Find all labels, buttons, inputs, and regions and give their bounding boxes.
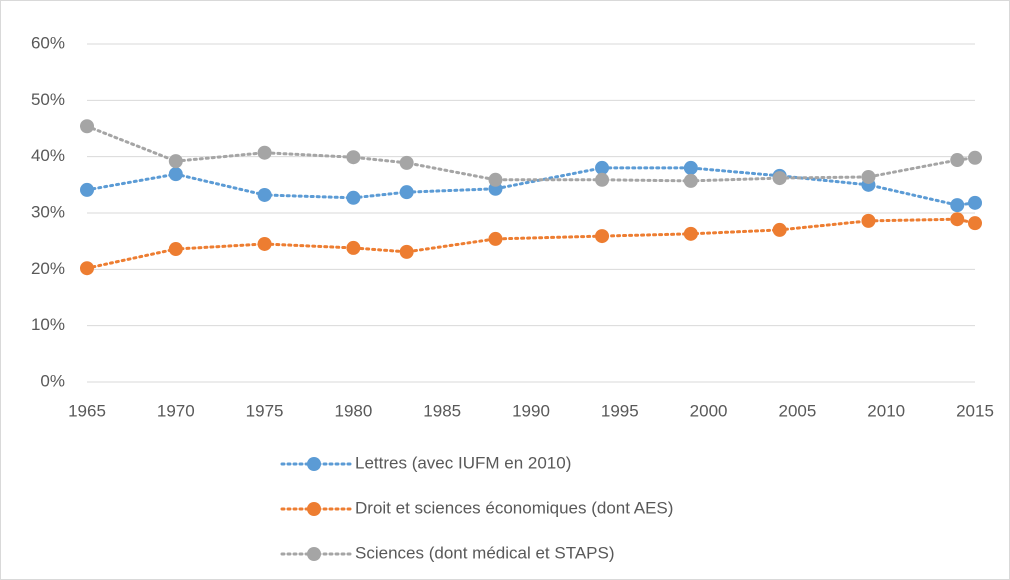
point <box>968 150 982 165</box>
point <box>399 155 414 170</box>
point <box>168 167 183 182</box>
series-line <box>85 166 977 207</box>
point <box>950 153 965 168</box>
point <box>346 240 361 255</box>
point <box>168 242 183 257</box>
point <box>257 145 272 160</box>
point <box>595 229 610 244</box>
legend-label: Sciences (dont médical et STAPS) <box>355 543 615 562</box>
x-tick-label: 1965 <box>68 401 106 420</box>
x-tick-label: 2015 <box>956 401 994 420</box>
y-tick-label: 50% <box>31 90 65 109</box>
y-tick-label: 20% <box>31 259 65 278</box>
point <box>772 222 787 237</box>
point <box>968 195 982 210</box>
point <box>257 236 272 251</box>
point <box>346 190 361 205</box>
point <box>488 231 503 246</box>
point <box>595 160 610 175</box>
point <box>968 216 982 231</box>
y-tick-label: 30% <box>31 202 65 221</box>
x-tick-label: 1970 <box>157 401 195 420</box>
point <box>399 185 414 200</box>
point <box>488 172 503 187</box>
x-tick-label: 2005 <box>778 401 816 420</box>
point <box>168 154 183 169</box>
x-tick-label: 1975 <box>246 401 284 420</box>
point <box>595 172 610 187</box>
point <box>683 226 698 241</box>
point <box>683 160 698 175</box>
x-tick-label: 1985 <box>423 401 461 420</box>
x-tick-label: 1980 <box>334 401 372 420</box>
point <box>861 213 876 228</box>
point <box>80 182 94 197</box>
point <box>80 119 94 134</box>
x-tick-label: 1990 <box>512 401 550 420</box>
point <box>861 169 876 184</box>
legend-label: Droit et sciences économiques (dont AES) <box>355 498 673 517</box>
legend-marker <box>307 457 321 471</box>
point <box>950 212 965 227</box>
y-tick-label: 60% <box>31 33 65 52</box>
y-tick-label: 10% <box>31 315 65 334</box>
point <box>399 244 414 259</box>
point <box>346 150 361 165</box>
y-tick-label: 0% <box>40 371 65 390</box>
point <box>80 261 94 276</box>
series-line <box>85 124 977 183</box>
legend-label: Lettres (avec IUFM en 2010) <box>355 453 571 472</box>
point <box>772 171 787 186</box>
point <box>683 173 698 188</box>
x-tick-label: 2010 <box>867 401 905 420</box>
y-tick-label: 40% <box>31 146 65 165</box>
legend-marker <box>307 502 321 516</box>
legend-marker <box>307 547 321 561</box>
x-tick-label: 2000 <box>690 401 728 420</box>
x-tick-label: 1995 <box>601 401 639 420</box>
series-line <box>85 217 977 270</box>
point <box>950 198 965 213</box>
point <box>257 187 272 202</box>
